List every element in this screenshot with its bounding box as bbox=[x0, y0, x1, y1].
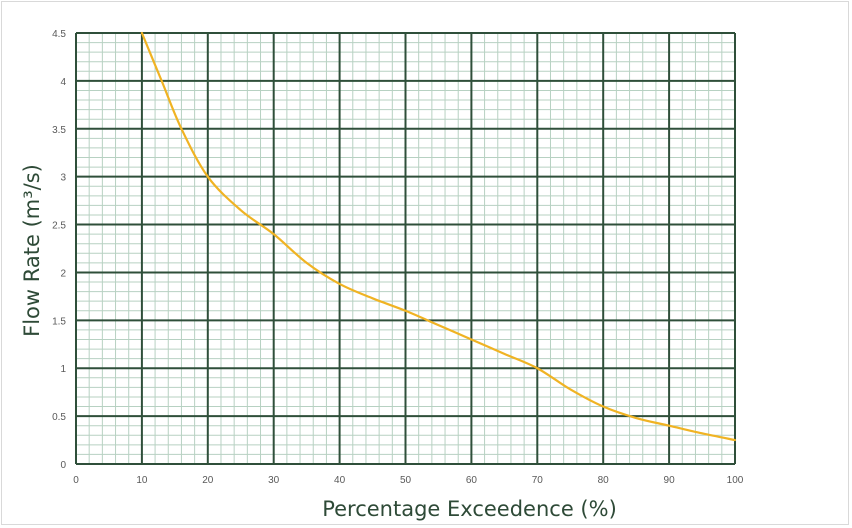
x-tick-label: 10 bbox=[136, 475, 148, 486]
x-tick-label: 30 bbox=[268, 475, 280, 486]
y-tick-label: 2.5 bbox=[52, 221, 66, 232]
x-tick-label: 100 bbox=[727, 475, 744, 486]
y-axis-title: Flow Rate (m³/s) bbox=[20, 164, 44, 337]
y-tick-label: 4 bbox=[60, 77, 66, 88]
x-tick-label: 70 bbox=[532, 475, 544, 486]
y-tick-label: 1 bbox=[60, 364, 66, 375]
x-tick-label: 80 bbox=[598, 475, 610, 486]
series-layer bbox=[140, 31, 737, 442]
y-tick-label: 0 bbox=[60, 460, 66, 471]
y-tick-label: 3 bbox=[60, 173, 66, 184]
x-tick-label: 40 bbox=[334, 475, 346, 486]
x-axis-title: Percentage Exceedence (%) bbox=[322, 497, 617, 521]
y-tick-label: 4.5 bbox=[52, 29, 66, 40]
y-tick-label: 1.5 bbox=[52, 316, 66, 327]
x-tick-label: 90 bbox=[664, 475, 676, 486]
y-tick-label: 2 bbox=[60, 268, 66, 279]
x-tick-label: 60 bbox=[466, 475, 478, 486]
y-tick-label: 3.5 bbox=[52, 125, 66, 136]
x-tick-label: 20 bbox=[202, 475, 214, 486]
y-tick-labels: 0 0.5 1 1.5 2 2.5 3 3.5 4 4.5 bbox=[52, 29, 66, 471]
y-tick-label: 0.5 bbox=[52, 412, 66, 423]
major-grid bbox=[75, 32, 736, 465]
x-tick-label: 50 bbox=[400, 475, 412, 486]
x-tick-labels: 0 10 20 30 40 50 60 70 80 90 100 bbox=[73, 475, 744, 486]
x-tick-label: 0 bbox=[73, 475, 79, 486]
series-line bbox=[140, 31, 737, 442]
